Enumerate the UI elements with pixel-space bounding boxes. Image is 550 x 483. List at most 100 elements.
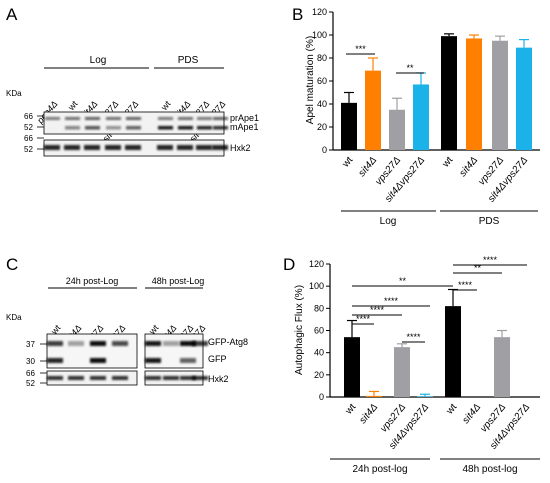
x-tick-label-wt: wt [440,155,456,171]
bar-sit4dvps27d [417,396,433,397]
group-label-log: Log [380,216,397,227]
x-tick-label-sit4d: sit4Δ [458,155,481,179]
y-tick-label: 100 [309,281,324,291]
band-gfp [47,358,63,363]
panel-a-letter: A [6,5,18,24]
bar-vps27d [389,110,405,150]
bar-wt [341,103,357,150]
band-label-mape1: mApe1 [230,122,259,132]
bar-sit4dvps27d [516,48,532,150]
x-tick-label-wt: wt [340,155,356,171]
band-hxk2 [196,145,212,150]
band-label-gfp: GFP [208,354,227,364]
group-label-24h: 24h post-log [352,464,407,475]
band-gfp-atg8 [192,341,208,346]
marker-52-bottom: 52 [24,145,33,154]
y-tick-label: 60 [317,76,327,86]
significance-mark: **** [356,314,371,324]
band-hxk2 [64,145,80,150]
bar-vps27d [394,347,410,397]
x-tick-label-sit4d: sit4Δ [461,402,484,426]
marker-37: 37 [26,340,35,349]
x-tick-label-sit4d: sit4Δ [357,155,380,179]
band-mape1 [106,126,121,130]
group-label-pds: PDS [479,216,500,227]
significance-mark: ** [399,276,407,286]
band-gfp-atg8 [163,341,179,346]
significance-mark: **** [384,296,399,306]
y-axis-label: Apel maturation (%) [305,36,316,124]
band-gfp-atg8 [68,341,84,346]
bar-wt [344,337,360,397]
band-hxk2 [163,376,179,380]
band-mape1 [197,126,212,130]
band-prape1 [178,117,193,120]
band-mape1 [85,126,100,130]
band-hxk2 [105,145,121,150]
significance-mark: **** [458,280,473,290]
band-mape1 [178,126,193,130]
band-hxk2 [212,145,228,150]
band-mape1 [158,126,173,130]
y-tick-label: 120 [309,259,324,269]
lane-label-wt: wt [65,98,79,112]
marker-52-top: 52 [24,123,33,132]
y-tick-label: 20 [314,370,324,380]
band-mape1 [126,126,141,130]
band-mape1 [213,126,228,130]
band-hxk2 [177,145,193,150]
significance-mark: ** [406,63,414,73]
y-tick-label: 80 [314,303,324,313]
y-tick-label: 40 [314,348,324,358]
marker-66-bottom: 66 [24,134,33,143]
band-hxk2 [157,145,173,150]
x-tick-label-wt: wt [444,402,460,418]
band-hxk2 [145,376,161,380]
band-prape1 [65,117,80,120]
significance-mark: **** [406,332,421,342]
marker-66-top: 66 [24,112,33,121]
band-gfp [180,358,196,363]
band-gfp-atg8 [145,341,161,346]
y-tick-label: 60 [314,326,324,336]
significance-mark: **** [483,255,498,265]
band-prape1 [197,117,212,120]
significance-mark: **** [370,305,385,315]
panel-a: A Log PDS KDa pep4Δwtsit4Δvps27Δsit4Δvps… [6,5,259,156]
blot-ape1 [44,112,224,134]
band-prape1 [213,117,228,120]
band-prape1 [126,117,141,120]
panel-b-letter: B [292,5,303,24]
group-label-log: Log [90,55,107,66]
group-label-24h: 24h post-Log [66,276,119,286]
y-tick-label: 80 [317,53,327,63]
band-prape1 [106,117,121,120]
band-hxk2 [68,376,84,380]
band-label-hxk2: Hxk2 [230,143,251,153]
panel-c: C 24h post-Log 48h post-Log KDa wtsit4Δv… [6,255,248,388]
band-gfp-atg8 [90,341,106,346]
band-label-hxk2: Hxk2 [208,374,229,384]
y-tick-label: 20 [317,122,327,132]
bar-sit4dvps27d [413,84,429,150]
band-hxk2 [90,376,106,380]
bar-vps27d [494,337,510,397]
panel-c-letter: C [6,255,18,274]
band-gfp [145,358,161,363]
lane-label-wt: wt [158,98,172,112]
band-hxk2 [192,376,208,380]
band-prape1 [45,117,60,120]
band-hxk2 [125,145,141,150]
y-tick-label: 40 [317,99,327,109]
bar-sit4d [365,71,381,150]
band-prape1 [158,117,173,120]
marker-30: 30 [26,357,35,366]
marker-66: 66 [26,369,35,378]
hxk2-bands [44,145,228,150]
x-tick-label-sit4d: sit4Δ [358,402,381,426]
bar-sit4d [466,38,482,150]
